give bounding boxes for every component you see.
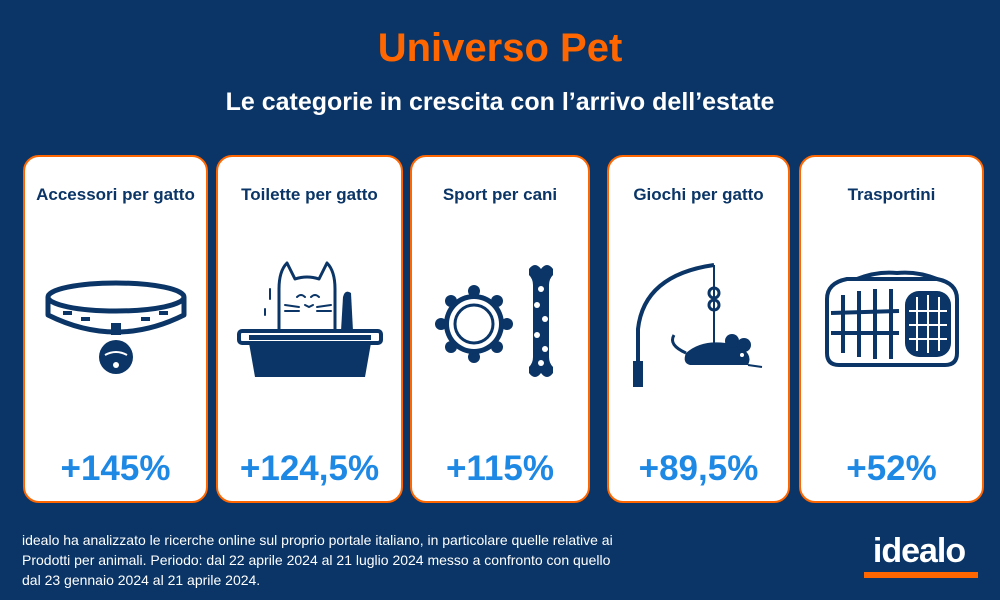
cat-collar-icon (41, 249, 191, 384)
page-subtitle: Le categorie in crescita con l’arrivo de… (225, 88, 775, 116)
card-title: Accessori per gatto (36, 185, 195, 204)
category-cards: Accessori per gatto +145% (0, 155, 1000, 505)
idealo-logo: idealo (860, 532, 978, 578)
card-value: +115% (445, 449, 555, 488)
card-sport-cani: Sport per cani +115% (410, 155, 590, 503)
card-accessori-gatto: Accessori per gatto +145% (23, 155, 208, 503)
card-value: +145% (60, 449, 171, 488)
pet-carrier-icon (817, 249, 967, 384)
card-title: Trasportini (847, 185, 936, 204)
dog-toys-icon (425, 249, 575, 394)
card-title: Toilette per gatto (241, 185, 378, 204)
card-title: Giochi per gatto (633, 185, 764, 204)
logo-underline (864, 572, 978, 578)
card-trasportini: Trasportini +52% (799, 155, 984, 503)
card-title: Sport per cani (442, 185, 558, 204)
logo-text: idealo (872, 532, 966, 570)
page-title: Universo Pet (377, 26, 623, 70)
card-giochi-gatto: Giochi per gatto +89,5% (607, 155, 790, 503)
litter-box-icon (235, 249, 385, 384)
cat-wand-mouse-icon (624, 249, 774, 394)
footnote: idealo ha analizzato le ricerche online … (22, 532, 613, 588)
card-value: +89,5% (638, 449, 759, 488)
card-value: +52% (846, 449, 937, 488)
card-value: +124,5% (239, 449, 380, 488)
card-toilette-gatto: Toilette per gatto +124 (216, 155, 403, 503)
